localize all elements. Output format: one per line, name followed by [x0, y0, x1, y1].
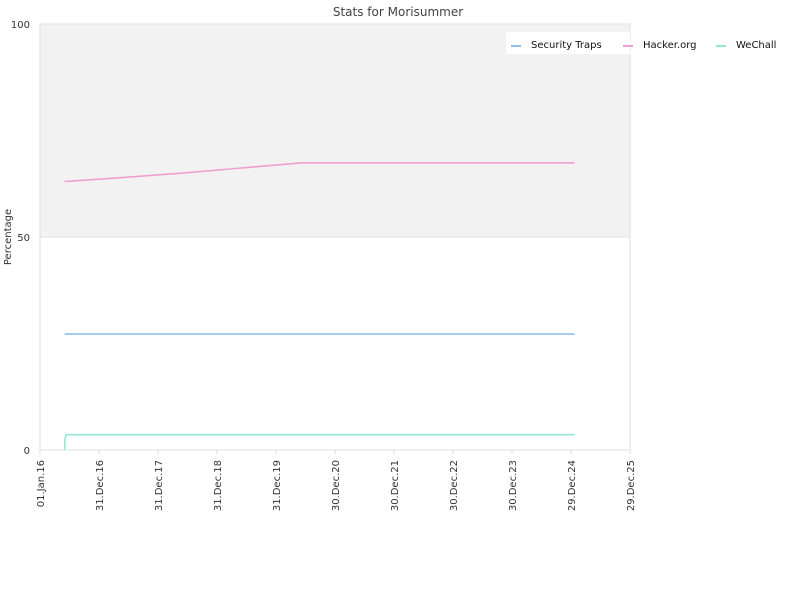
legend-background [506, 32, 630, 54]
x-tick-label: 31.Dec.19 [272, 460, 283, 511]
series-line-3 [63, 433, 575, 451]
y-tick-label: 100 [11, 20, 30, 31]
x-tick-label: 30.Dec.20 [331, 460, 342, 511]
x-tick-label: 31.Dec.16 [95, 460, 106, 511]
x-tick-label: 30.Dec.22 [449, 460, 460, 511]
legend-label: Security Traps [531, 40, 602, 51]
x-tick-label: 01.Jan.16 [36, 460, 47, 507]
series-layer [63, 162, 575, 451]
x-tick-label: 31.Dec.18 [213, 460, 224, 511]
legend: Security Traps Hacker.org WeChall [506, 32, 776, 54]
x-tick-label: 30.Dec.21 [390, 460, 401, 511]
series-line-2 [64, 162, 575, 183]
y-axis-label: Percentage [3, 209, 14, 265]
legend-label: Hacker.org [643, 40, 697, 51]
chart-title: Stats for Morisummer [333, 5, 463, 19]
legend-label: WeChall [736, 40, 776, 51]
x-tick-label: 29.Dec.24 [567, 460, 578, 511]
y-tick-label: 0 [24, 446, 30, 457]
x-tick-label: 29.Dec.25 [626, 460, 637, 511]
y-axis-ticks: 0 50 100 [11, 20, 30, 457]
x-tick-label: 31.Dec.17 [154, 460, 165, 511]
x-tick-label: 30.Dec.23 [508, 460, 519, 511]
x-axis-ticks: 01.Jan.16 31.Dec.16 31.Dec.17 31.Dec.18 31.D… [36, 450, 637, 511]
upper-band [40, 24, 630, 237]
y-tick-label: 50 [17, 233, 30, 244]
